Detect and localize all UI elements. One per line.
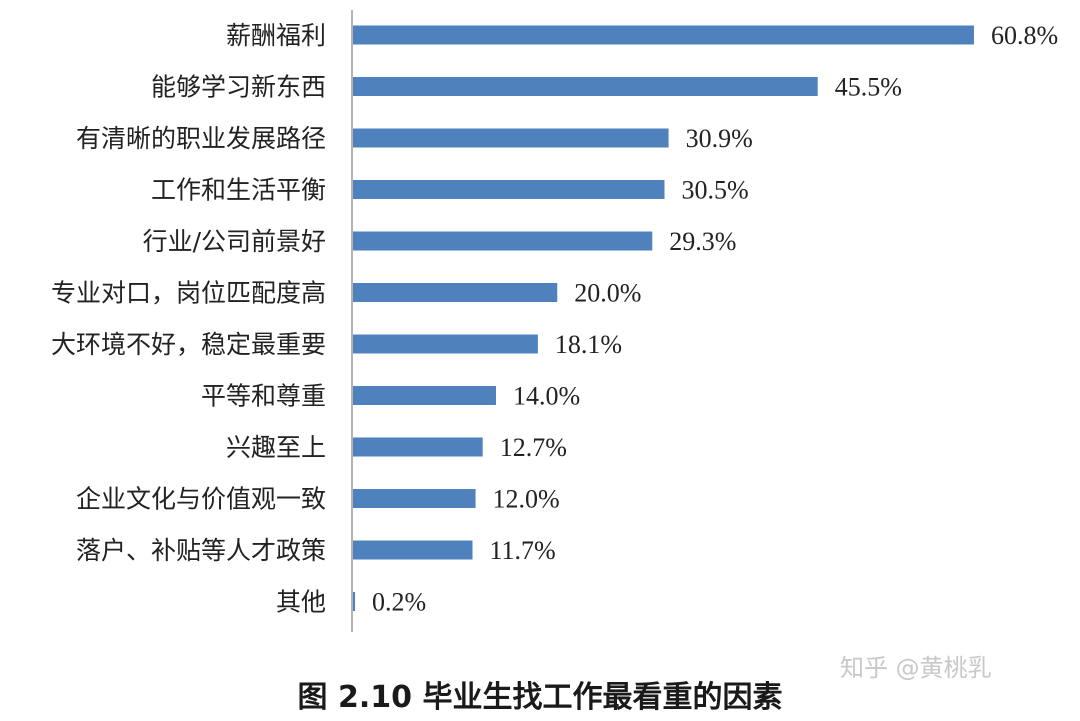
bar-chart: 薪酬福利能够学习新东西有清晰的职业发展路径工作和生活平衡行业/公司前景好专业对口… — [51, 10, 1058, 632]
bars-group — [353, 25, 974, 611]
bar-2 — [353, 77, 818, 96]
category-label: 兴趣至上 — [226, 433, 326, 462]
bar-12 — [353, 592, 356, 611]
bar-7 — [353, 334, 538, 354]
value-label: 30.9% — [686, 124, 753, 153]
category-label: 企业文化与价值观一致 — [76, 485, 326, 514]
value-label: 11.7% — [489, 536, 555, 565]
value-labels-group: 60.8% 45.5% 30.9% 30.5% 29.3% 20.0% 18.1% 14.0%… — [372, 21, 1058, 617]
category-label: 有清晰的职业发展路径 — [76, 124, 326, 153]
figure-caption: 图 2.10 毕业生找工作最看重的因素 — [297, 680, 783, 715]
value-label: 30.5% — [682, 176, 749, 205]
bar-9 — [353, 437, 483, 457]
bar-4 — [353, 180, 665, 199]
bar-3 — [353, 128, 669, 148]
category-label: 工作和生活平衡 — [151, 176, 326, 205]
category-label: 大环境不好，稳定最重要 — [51, 330, 326, 359]
category-label: 薪酬福利 — [226, 21, 326, 50]
bar-10 — [353, 489, 476, 508]
category-label: 能够学习新东西 — [151, 73, 326, 102]
category-label: 平等和尊重 — [201, 382, 326, 411]
bar-8 — [353, 386, 496, 405]
value-label: 14.0% — [513, 382, 580, 411]
value-label: 60.8% — [991, 21, 1058, 50]
watermark: 知乎 @黄桃乳 — [840, 654, 992, 682]
category-label: 行业/公司前景好 — [143, 227, 326, 256]
bar-11 — [353, 540, 473, 560]
value-label: 29.3% — [669, 227, 736, 256]
value-label: 45.5% — [835, 73, 902, 102]
value-label: 0.2% — [372, 588, 426, 617]
value-label: 12.7% — [500, 433, 567, 462]
bar-6 — [353, 283, 558, 302]
value-label: 18.1% — [555, 330, 622, 359]
category-labels-group: 薪酬福利能够学习新东西有清晰的职业发展路径工作和生活平衡行业/公司前景好专业对口… — [51, 21, 326, 617]
category-label: 专业对口，岗位匹配度高 — [51, 279, 326, 308]
value-label: 20.0% — [574, 279, 641, 308]
value-label: 12.0% — [493, 485, 560, 514]
category-label: 其他 — [276, 588, 326, 617]
bar-1 — [353, 25, 974, 45]
category-label: 落户、补贴等人才政策 — [76, 536, 326, 565]
bar-5 — [353, 231, 653, 251]
